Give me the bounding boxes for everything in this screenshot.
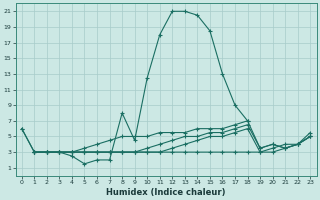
X-axis label: Humidex (Indice chaleur): Humidex (Indice chaleur) [106,188,226,197]
